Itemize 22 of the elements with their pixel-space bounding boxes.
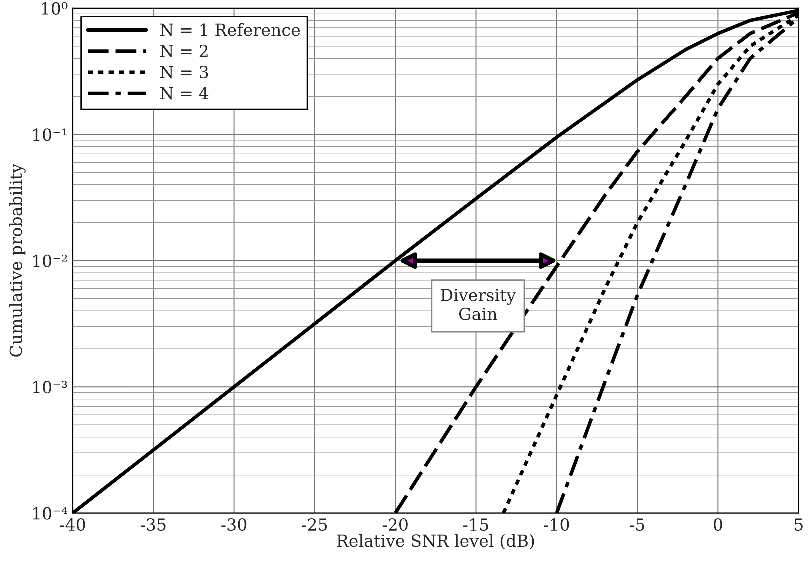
y-tick-label: 10⁻² <box>33 254 68 268</box>
x-tick-label: -30 <box>222 518 247 532</box>
x-tick-label: -25 <box>302 518 328 532</box>
x-tick-label: -15 <box>464 518 488 532</box>
legend-label: N = 4 <box>160 87 209 100</box>
legend-label: N = 3 <box>160 66 208 79</box>
legend-label: N = 1 Reference <box>160 23 300 36</box>
x-tick-label: -35 <box>140 518 166 532</box>
x-tick-label: 5 <box>794 518 803 532</box>
y-tick-label: 10⁰ <box>42 2 68 15</box>
x-tick-label: -5 <box>630 518 644 532</box>
x-axis-title: Relative SNR level (dB) <box>337 534 534 550</box>
y-tick-label: 10⁻¹ <box>33 128 67 142</box>
x-tick-label: -10 <box>544 518 570 532</box>
y-tick-label: 10⁻³ <box>33 381 68 394</box>
legend-label: N = 2 <box>160 44 208 58</box>
y-axis-title: Cumulative probability <box>10 164 26 357</box>
x-tick-label: -40 <box>60 518 86 532</box>
x-tick-label: 0 <box>714 518 722 532</box>
x-tick-label: -20 <box>382 518 408 532</box>
annotation: Diversity Gain <box>441 289 516 320</box>
y-tick-label: 10⁻⁴ <box>33 507 68 520</box>
